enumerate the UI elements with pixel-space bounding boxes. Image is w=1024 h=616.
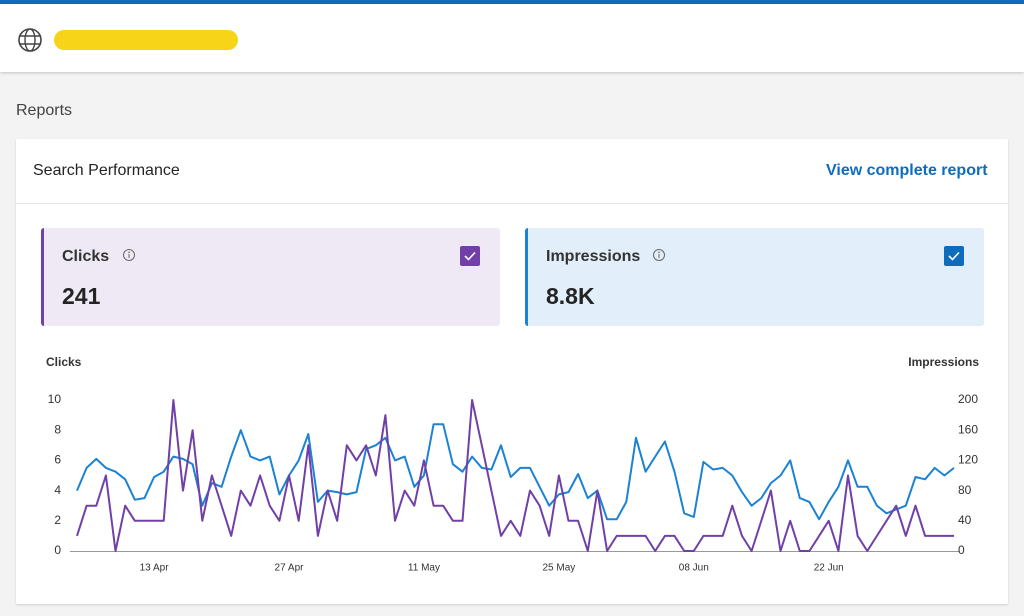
- metric-label: Impressions: [546, 248, 641, 265]
- info-icon[interactable]: [652, 248, 666, 262]
- clicks-metric[interactable]: Clicks 241: [41, 228, 500, 326]
- header: [0, 4, 1024, 72]
- metric-value: 8.8K: [546, 283, 595, 309]
- info-icon[interactable]: [122, 248, 136, 262]
- globe-icon: [18, 28, 42, 52]
- section-title: Reports: [16, 102, 73, 119]
- metric-label: Clicks: [62, 248, 110, 265]
- card: [16, 139, 1008, 604]
- checkbox[interactable]: [943, 245, 965, 267]
- metric-value: 241: [62, 283, 101, 309]
- checkbox[interactable]: [459, 245, 481, 267]
- card-title: Search Performance: [33, 162, 180, 179]
- redacted-url: [54, 30, 238, 50]
- impressions-metric[interactable]: Impressions 8.8K: [525, 228, 984, 326]
- top-bar: [0, 0, 1024, 4]
- report-link[interactable]: View complete report: [826, 162, 988, 179]
- divider: [16, 203, 1008, 204]
